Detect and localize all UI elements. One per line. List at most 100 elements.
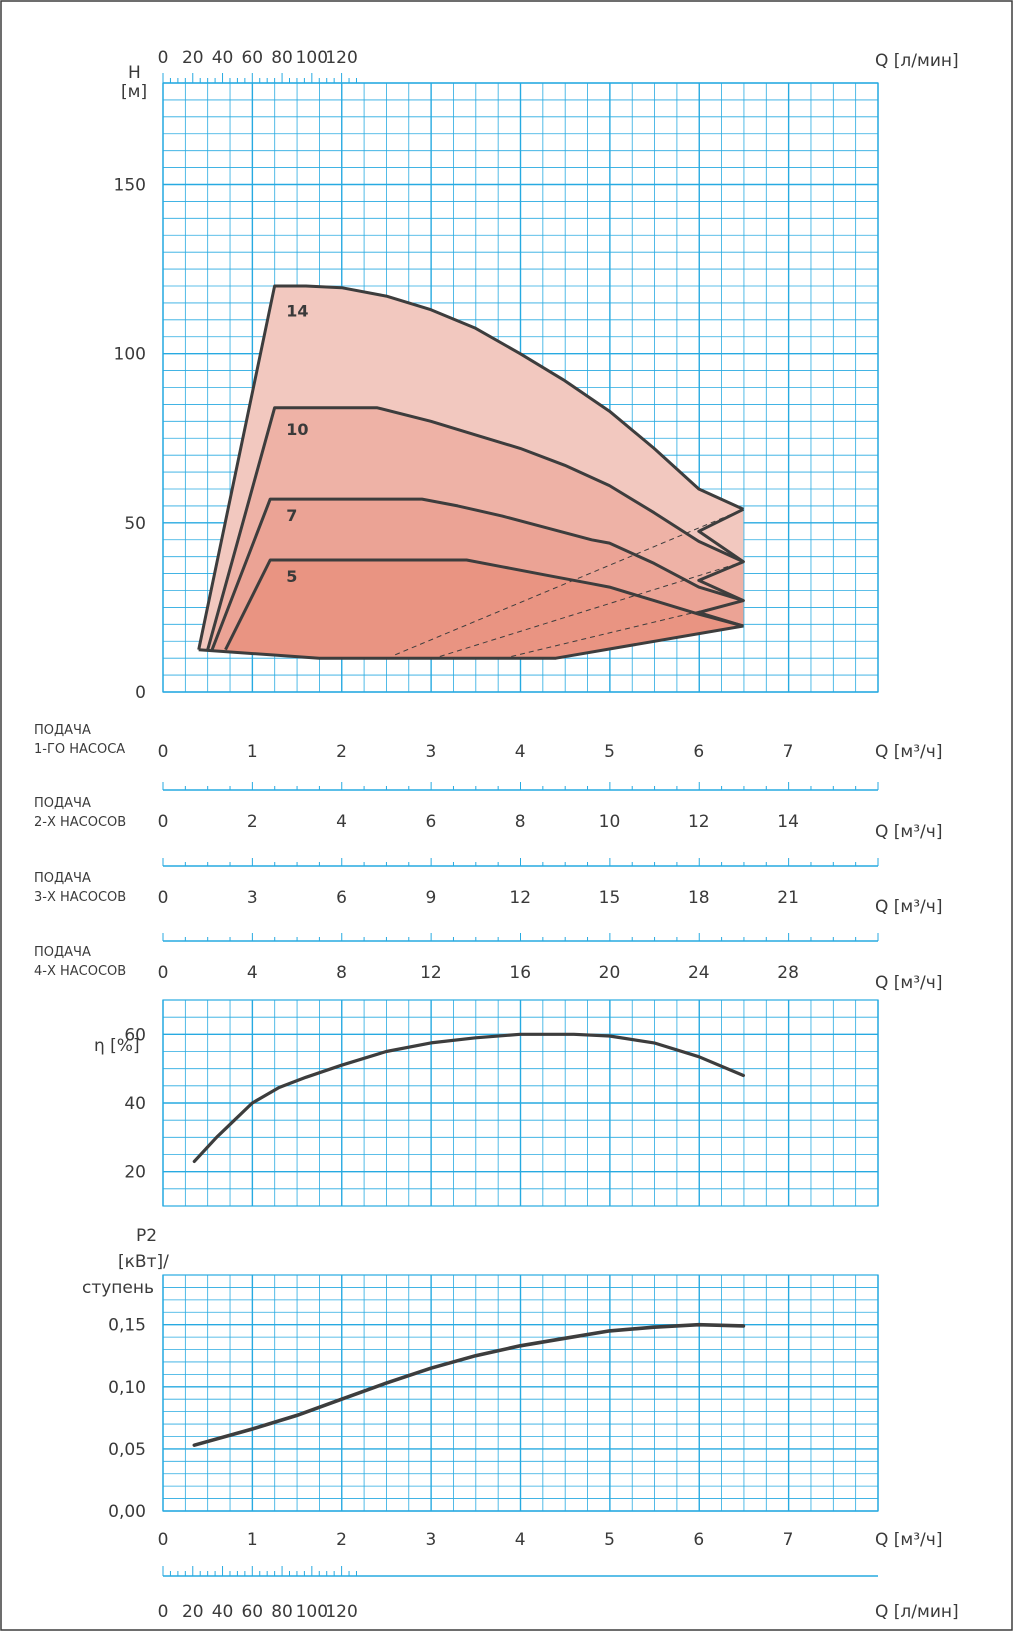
- bottom-lmin-label: 120: [325, 1602, 357, 1622]
- h-tick: 50: [124, 514, 146, 534]
- top-lmin-tick: 80: [271, 48, 293, 68]
- h-axis-label: H: [128, 63, 141, 83]
- extra-axis-label: 0: [158, 888, 169, 908]
- top-lmin-tick: 100: [296, 48, 328, 68]
- eta-frame: [162, 999, 879, 1207]
- extra-axis-label: 12: [509, 888, 531, 908]
- p2-q-tick: 3: [425, 1530, 436, 1550]
- extra-axis-label: 24: [688, 963, 710, 983]
- extra-axis-label: 18: [688, 888, 710, 908]
- feed2-q-label: Q [м³/ч]: [875, 822, 942, 842]
- q-tick: 6: [693, 742, 704, 762]
- h-tick: 100: [114, 345, 146, 365]
- extra-axis-label: 0: [158, 812, 169, 832]
- extra-axis-label: 6: [336, 888, 347, 908]
- bottom-lmin-label: 100: [296, 1602, 328, 1622]
- feed4-q-label: Q [м³/ч]: [875, 973, 942, 993]
- q-tick: 5: [604, 742, 615, 762]
- extra-axis-label: 3: [247, 888, 258, 908]
- eta-tick: 20: [124, 1163, 146, 1183]
- p2-frame: [162, 1274, 879, 1512]
- top-q-lmin-label: Q [л/мин]: [875, 51, 959, 71]
- power-chart-grid: [162, 1274, 879, 1577]
- bottom-lmin-label: 80: [271, 1602, 293, 1622]
- feed2-label-line2: 2-Х НАСОСОВ: [34, 815, 126, 830]
- extra-axis-label: 10: [599, 812, 621, 832]
- extra-axis-label: 16: [509, 963, 531, 983]
- power-curve: [192, 1322, 746, 1447]
- p2-tick: 0,05: [108, 1440, 146, 1460]
- eta-tick: 40: [124, 1094, 146, 1114]
- q-tick: 0: [158, 742, 169, 762]
- bottom-lmin-label: 20: [182, 1602, 204, 1622]
- series-labels: 14 10 7 5: [286, 301, 308, 586]
- p2-label-line1: P2: [136, 1226, 157, 1246]
- extra-axis-label: 15: [599, 888, 621, 908]
- extra-axis-label: 0: [158, 963, 169, 983]
- head-curve-10: [206, 406, 745, 651]
- feed3-label-line2: 3-Х НАСОСОВ: [34, 890, 126, 905]
- p2-tick: 0,15: [108, 1316, 146, 1336]
- h-tick: 150: [114, 176, 146, 196]
- p2-tick: 0,10: [108, 1378, 146, 1398]
- extra-axis-label: 9: [425, 888, 436, 908]
- extra-axis-label: 12: [688, 812, 710, 832]
- extra-axis-label: 20: [599, 963, 621, 983]
- h-tick: 0: [135, 683, 146, 703]
- top-lmin-tick: 60: [241, 48, 263, 68]
- p2-line: [192, 1322, 746, 1447]
- extra-axis-label: 28: [777, 963, 799, 983]
- p2-label-line3: ступень: [82, 1278, 154, 1298]
- top-lmin-tick: 0: [158, 48, 169, 68]
- head-curve-14: [197, 284, 745, 651]
- head-curve-fills: [198, 286, 744, 659]
- feed1-label-line1: ПОДАЧА: [34, 723, 91, 738]
- q-tick: 7: [783, 742, 794, 762]
- head-curve-5: [224, 558, 744, 651]
- extra-axis-label: 8: [515, 812, 526, 832]
- feed3-q-label: Q [м³/ч]: [875, 897, 942, 917]
- top-lmin-tick: 20: [182, 48, 204, 68]
- extra-axis-label: 4: [336, 812, 347, 832]
- bottom-lmin-label: 0: [158, 1602, 169, 1622]
- q-tick: 1: [247, 742, 258, 762]
- extra-axis-label: 6: [425, 812, 436, 832]
- eta-axis-label: η [%]: [94, 1036, 140, 1056]
- head-curve-7: [210, 497, 744, 651]
- feed4-label-line2: 4-Х НАСОСОВ: [34, 964, 126, 979]
- dashed-limit-line: [439, 561, 744, 657]
- bottom-q-lmin-label: Q [л/мин]: [875, 1602, 959, 1622]
- q-tick: 2: [336, 742, 347, 762]
- p2-q-tick: 0: [158, 1530, 169, 1550]
- series-label-14: 14: [286, 301, 308, 320]
- p2-q-tick: 4: [515, 1530, 526, 1550]
- extra-axis-label: 8: [336, 963, 347, 983]
- p2-q-tick: 1: [247, 1530, 258, 1550]
- efficiency-curve: [192, 1032, 746, 1164]
- feed3-label-line1: ПОДАЧА: [34, 871, 91, 886]
- series-label-10: 10: [286, 420, 308, 439]
- right-edge-curve: [697, 507, 745, 628]
- lower-boundary-curve: [198, 624, 744, 660]
- bottom-q-m3h-label: Q [м³/ч]: [875, 1530, 942, 1550]
- fill-region-5: [198, 560, 744, 659]
- feed1-label-line2: 1-ГО НАСОСА: [34, 742, 125, 757]
- feed2-label-line1: ПОДАЧА: [34, 796, 91, 811]
- p2-label-line2: [кВт]/: [118, 1252, 169, 1272]
- series-label-5: 5: [286, 567, 297, 586]
- head-curves: [197, 284, 745, 660]
- p2-q-tick: 7: [783, 1530, 794, 1550]
- main-q-m3h-label: Q [м³/ч]: [875, 742, 942, 762]
- extra-axis-label: 14: [777, 812, 799, 832]
- q-tick: 3: [425, 742, 436, 762]
- bottom-lmin-label: 60: [241, 1602, 263, 1622]
- extra-axis-label: 12: [420, 963, 442, 983]
- eta-tick: 60: [124, 1025, 146, 1045]
- p2-q-tick: 2: [336, 1530, 347, 1550]
- p2-q-tick: 5: [604, 1530, 615, 1550]
- h-axis-unit: [м]: [121, 82, 147, 102]
- top-lmin-tick: 40: [212, 48, 234, 68]
- p2-tick: 0,00: [108, 1502, 146, 1522]
